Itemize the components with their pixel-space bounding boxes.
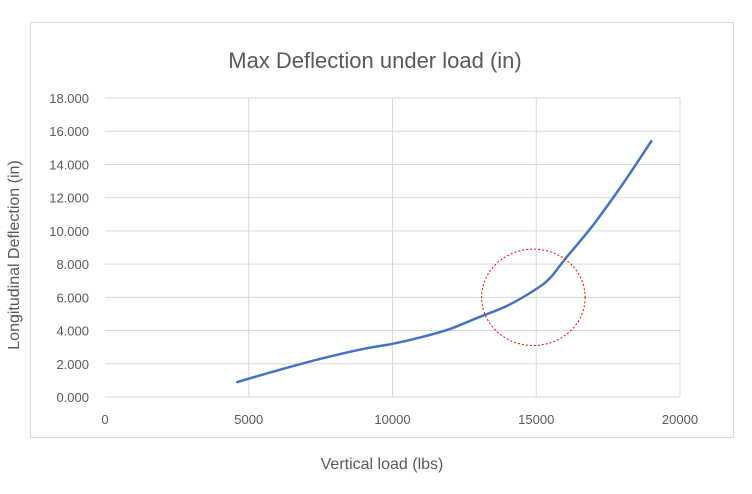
x-tick-label: 0 xyxy=(101,412,108,427)
annotations xyxy=(481,248,586,347)
x-tick-label: 5000 xyxy=(234,412,263,427)
chart-title: Max Deflection under load (in) xyxy=(228,48,521,73)
x-tick-label: 15000 xyxy=(518,412,554,427)
y-tick-label: 18.000 xyxy=(49,91,89,106)
y-tick-label: 16.000 xyxy=(49,124,89,139)
y-tick-label: 0.000 xyxy=(56,390,89,405)
chart-frame xyxy=(30,22,734,438)
x-tick-label: 20000 xyxy=(662,412,698,427)
y-axis-title: Longitudinal Deflection (in) xyxy=(6,160,23,349)
y-tick-label: 8.000 xyxy=(56,257,89,272)
gridlines xyxy=(105,97,681,398)
y-tick-label: 4.000 xyxy=(56,324,89,339)
highlight-ellipse xyxy=(481,248,586,347)
series-line xyxy=(236,139,653,384)
y-tick-label: 10.000 xyxy=(49,224,89,239)
y-tick-label: 2.000 xyxy=(56,357,89,372)
tick-labels: 0.000 2.000 4.000 6.000 8.000 10.000 12.000 14.… xyxy=(49,91,698,427)
x-tick-label: 10000 xyxy=(374,412,410,427)
y-tick-label: 12.000 xyxy=(49,191,89,206)
x-axis-title: Vertical load (lbs) xyxy=(321,456,444,473)
y-tick-label: 14.000 xyxy=(49,157,89,172)
y-tick-label: 6.000 xyxy=(56,290,89,305)
series-group xyxy=(236,139,653,384)
